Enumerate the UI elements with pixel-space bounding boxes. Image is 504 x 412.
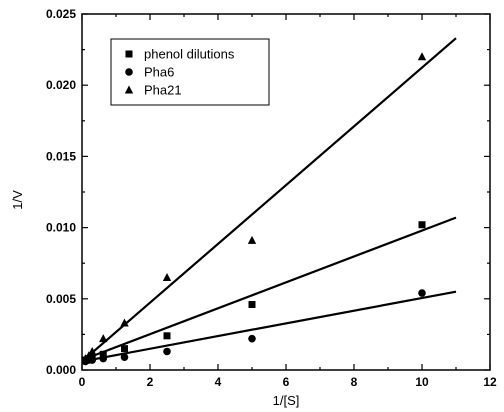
y-axis-label: 1/V	[10, 190, 25, 210]
fit-line-phenol-dilutions	[82, 216, 457, 362]
y-tick-label: 0.010	[46, 221, 76, 235]
point-pha6	[120, 353, 129, 361]
point-phenol-dilutions	[163, 332, 171, 340]
fit-lines	[82, 37, 457, 363]
point-pha21	[99, 334, 108, 343]
point-pha6	[248, 334, 256, 343]
point-pha21	[120, 318, 129, 327]
legend-box	[110, 38, 270, 106]
point-phenol-dilutions	[99, 350, 107, 358]
point-pha21	[84, 351, 93, 360]
point-phenol-dilutions	[121, 345, 128, 353]
point-pha21	[162, 272, 172, 281]
x-tick-label: 2	[147, 375, 154, 389]
axis-ticks	[81, 13, 491, 371]
point-pha21	[417, 52, 427, 61]
point-pha6	[163, 347, 171, 356]
data-markers	[81, 52, 427, 366]
x-tick-label: 6	[283, 375, 290, 389]
fit-line-pha21	[82, 37, 457, 363]
point-phenol-dilutions	[248, 300, 256, 308]
y-tick-label: 0.005	[46, 292, 76, 306]
y-tick-labels: 0.000 0.005 0.010 0.015 0.020 0.025	[46, 7, 76, 377]
legend-marker	[125, 50, 133, 58]
x-tick-label: 4	[215, 375, 222, 389]
x-tick-labels: 0 2 4 6 8 10 12	[79, 375, 497, 389]
point-pha6	[99, 354, 108, 363]
point-phenol-dilutions	[418, 221, 426, 229]
x-tick-label: 10	[415, 375, 429, 389]
y-tick-label: 0.015	[46, 149, 76, 163]
x-tick-label: 8	[351, 375, 358, 389]
y-tick-label: 0.025	[46, 7, 76, 21]
fit-line-pha6	[82, 290, 457, 363]
legend-marker	[125, 68, 133, 76]
x-tick-label: 12	[483, 375, 497, 389]
legend-label: Pha21	[144, 83, 182, 98]
legend: phenol dilutions Pha6 Pha21	[110, 38, 270, 106]
legend-label: Pha6	[144, 65, 174, 80]
y-tick-label: 0.020	[46, 78, 76, 92]
legend-label: phenol dilutions	[144, 47, 235, 62]
point-pha21	[247, 235, 257, 244]
point-pha21	[88, 346, 97, 355]
x-tick-label: 0	[79, 375, 86, 389]
point-pha6	[418, 289, 426, 297]
x-axis-label: 1/[S]	[273, 393, 300, 408]
legend-marker	[124, 85, 134, 94]
y-tick-label: 0.000	[46, 363, 76, 377]
